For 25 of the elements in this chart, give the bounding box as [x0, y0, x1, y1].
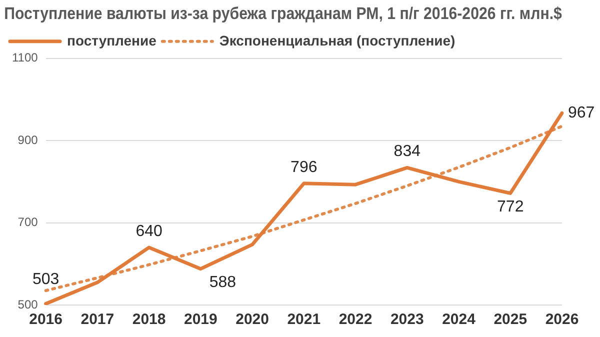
y-tick-label: 1100: [12, 50, 38, 65]
y-tick-label: 700: [18, 215, 38, 230]
chart-title: Поступление валюты из-за рубежа гражданам РМ, 1 п/г 2016-2026 гг. млн.$: [4, 4, 562, 24]
y-tick-label: 500: [18, 297, 38, 312]
x-tick-label: 2020: [236, 311, 269, 328]
x-tick-label: 2016: [29, 311, 62, 328]
x-tick-label: 2026: [545, 311, 579, 328]
x-tick-label: 2024: [442, 311, 476, 328]
data-label: 640: [136, 222, 162, 240]
legend-label: Экспоненциальная (поступление): [219, 32, 456, 48]
data-label: 503: [32, 271, 60, 288]
data-label: 796: [290, 158, 318, 176]
x-tick-label: 2025: [494, 311, 528, 328]
x-tick-label: 2022: [338, 311, 372, 328]
x-tick-label: 2018: [132, 311, 166, 328]
legend-label: поступление: [67, 32, 157, 48]
data-label: 834: [394, 143, 421, 160]
x-tick-label: 2023: [390, 311, 424, 328]
x-tick-label: 2021: [287, 311, 321, 328]
data-label: 967: [568, 104, 595, 122]
data-label: 772: [497, 198, 524, 216]
x-tick-label: 2017: [80, 311, 114, 328]
y-tick-label: 900: [18, 132, 38, 147]
data-label: 588: [209, 274, 236, 292]
x-tick-label: 2019: [184, 311, 218, 328]
